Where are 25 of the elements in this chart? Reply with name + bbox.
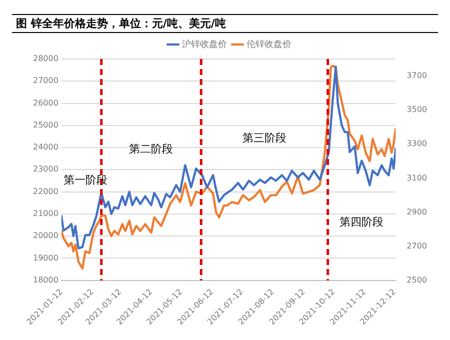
annotation: 第一阶段 [63,174,108,187]
y-tick-label: 19000 [32,253,58,262]
y2-tick-label: 3500 [406,105,427,114]
y-tick-label: 27000 [32,76,58,86]
y-tick-label: 28000 [32,54,58,64]
y2-tick-label: 3700 [406,71,427,80]
y2-tick-label: 2900 [406,207,427,216]
annotation: 第三阶段 [242,132,286,145]
y2-tick-label: 2700 [406,241,427,250]
y-tick-label: 22000 [32,186,58,196]
y2-tick-label: 3300 [406,139,427,148]
chart-title: 图 锌全年价格走势，单位：元/吨、美元/吨 [12,14,438,33]
legend-label: 伦锌收盘价 [246,38,292,50]
y-tick-label: 25000 [32,120,58,130]
annotation: 第二阶段 [129,142,174,156]
annotation: 第四阶段 [340,216,384,229]
y-tick-label: 26000 [32,98,58,108]
y-tick-label: 23000 [32,164,58,174]
y-tick-label: 24000 [32,142,58,152]
y-tick-label: 18000 [32,275,58,284]
y2-tick-label: 3100 [406,173,427,182]
legend-label: 沪锌收盘价 [182,38,227,50]
y2-tick-label: 2500 [406,275,427,284]
y-tick-label: 21000 [32,209,58,218]
y-tick-label: 20000 [32,231,58,240]
